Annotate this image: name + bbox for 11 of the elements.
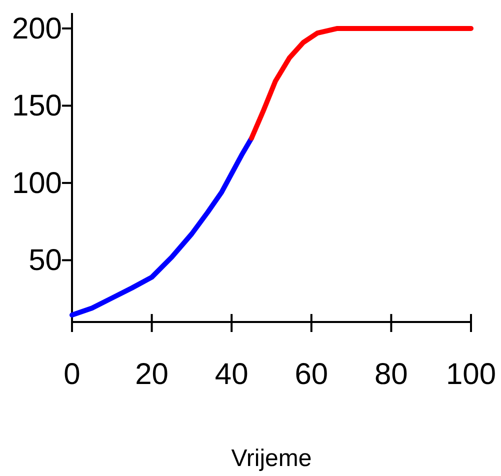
x-tick-label: 0: [64, 358, 80, 391]
y-tick-label: 100: [12, 166, 62, 200]
x-axis-title: Vrijeme: [231, 445, 312, 472]
x-tick-label: 100: [446, 358, 496, 391]
y-tick-label: 200: [12, 12, 62, 46]
x-tick-label: 20: [135, 358, 168, 391]
x-tick-label: 80: [374, 358, 408, 391]
y-tick-label: 150: [12, 90, 62, 123]
x-tick-label: 60: [294, 358, 328, 391]
x-tick-label: 40: [214, 358, 248, 391]
y-tick-label: 50: [28, 244, 62, 278]
